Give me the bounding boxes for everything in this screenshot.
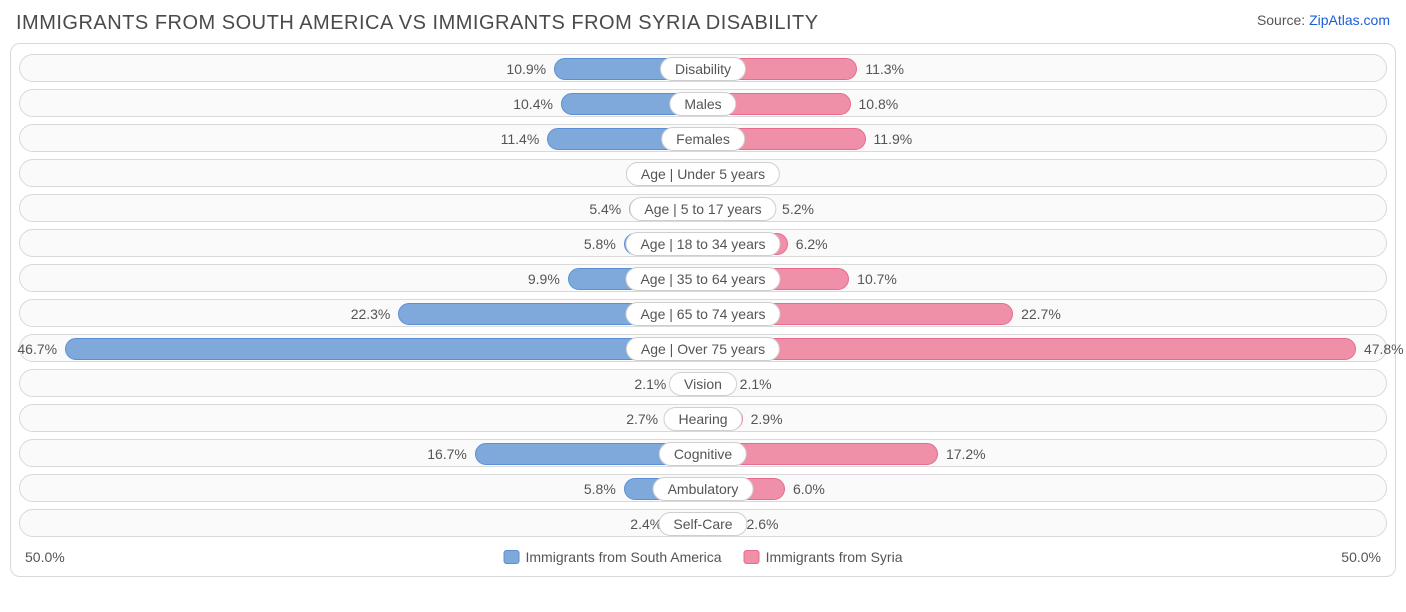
value-label-left: 5.8%: [584, 475, 624, 503]
row-right-half: 11.9%: [703, 125, 1386, 151]
chart-row: 5.8% 6.0% Ambulatory: [19, 474, 1387, 502]
row-right-half: 17.2%: [703, 440, 1386, 466]
row-right-half: 6.0%: [703, 475, 1386, 501]
row-left-half: 5.4%: [20, 195, 703, 221]
axis-max-left: 50.0%: [25, 544, 65, 570]
value-label-left: 46.7%: [17, 335, 65, 363]
value-label-right: 11.9%: [866, 125, 913, 153]
row-right-half: 2.1%: [703, 370, 1386, 396]
legend-item-left: Immigrants from South America: [504, 544, 722, 570]
chart-row: 1.2%1.1%Age | Under 5 years: [19, 159, 1387, 187]
row-left-half: 16.7%: [20, 440, 703, 466]
value-label-right: 2.1%: [732, 370, 772, 398]
value-label-right: 6.0%: [785, 475, 825, 503]
row-right-half: 1.1%: [703, 160, 1386, 186]
chart-row: 9.9% 10.7% Age | 35 to 64 years: [19, 264, 1387, 292]
row-left-half: 2.7%: [20, 405, 703, 431]
row-left-half: 5.8%: [20, 230, 703, 256]
legend-label-left: Immigrants from South America: [526, 544, 722, 570]
row-right-half: 2.6%: [703, 510, 1386, 536]
category-pill: Age | 65 to 74 years: [625, 302, 780, 326]
row-left-half: 22.3%: [20, 300, 703, 326]
value-label-left: 16.7%: [427, 440, 475, 468]
legend-swatch-right: [744, 550, 760, 564]
chart-row: 16.7% 17.2% Cognitive: [19, 439, 1387, 467]
chart-row: 2.1% 2.1%Vision: [19, 369, 1387, 397]
value-label-left: 9.9%: [528, 265, 568, 293]
row-left-half: 5.8%: [20, 475, 703, 501]
value-label-left: 2.7%: [626, 405, 666, 433]
category-pill: Cognitive: [659, 442, 747, 466]
value-label-right: 2.9%: [743, 405, 783, 433]
diverging-bar-chart: 10.9% 11.3% Disability 10.4% 10.8% Males 11.4%…: [10, 43, 1396, 577]
value-label-right: 17.2%: [938, 440, 986, 468]
value-label-left: 11.4%: [501, 125, 548, 153]
value-label-right: 6.2%: [788, 230, 828, 258]
axis-max-right: 50.0%: [1341, 544, 1381, 570]
category-pill: Disability: [660, 57, 746, 81]
row-left-half: 1.2%: [20, 160, 703, 186]
row-right-half: 5.2%: [703, 195, 1386, 221]
value-label-right: 22.7%: [1013, 300, 1061, 328]
row-right-half: 10.7%: [703, 265, 1386, 291]
row-right-half: 47.8%: [703, 335, 1386, 361]
row-left-half: 2.4%: [20, 510, 703, 536]
row-left-half: 10.9%: [20, 55, 703, 81]
value-label-right: 47.8%: [1356, 335, 1404, 363]
chart-row: 2.4%2.6%Self-Care: [19, 509, 1387, 537]
value-label-right: 10.7%: [849, 265, 897, 293]
legend: Immigrants from South America Immigrants…: [504, 544, 903, 570]
value-label-left: 10.4%: [513, 90, 561, 118]
chart-row: 5.4% 5.2%Age | 5 to 17 years: [19, 194, 1387, 222]
value-label-right: 11.3%: [857, 55, 904, 83]
chart-row: 22.3% 22.7% Age | 65 to 74 years: [19, 299, 1387, 327]
value-label-left: 5.8%: [584, 230, 624, 258]
header: IMMIGRANTS FROM SOUTH AMERICA VS IMMIGRA…: [10, 8, 1396, 43]
category-pill: Age | 18 to 34 years: [625, 232, 780, 256]
category-pill: Age | 5 to 17 years: [629, 197, 776, 221]
chart-row: 10.4% 10.8% Males: [19, 89, 1387, 117]
row-right-half: 11.3%: [703, 55, 1386, 81]
chart-footer: 50.0% 50.0% Immigrants from South Americ…: [19, 544, 1387, 570]
category-pill: Ambulatory: [653, 477, 754, 501]
row-left-half: 10.4%: [20, 90, 703, 116]
chart-row: 46.7% 47.8%Age | Over 75 years: [19, 334, 1387, 362]
legend-item-right: Immigrants from Syria: [744, 544, 903, 570]
row-left-half: 9.9%: [20, 265, 703, 291]
category-pill: Vision: [669, 372, 737, 396]
value-label-left: 10.9%: [506, 55, 554, 83]
category-pill: Self-Care: [658, 512, 747, 536]
row-right-half: 10.8%: [703, 90, 1386, 116]
chart-row: 5.8% 6.2% Age | 18 to 34 years: [19, 229, 1387, 257]
category-pill: Females: [661, 127, 745, 151]
row-right-half: 2.9%: [703, 405, 1386, 431]
row-left-half: 2.1%: [20, 370, 703, 396]
rows-container: 10.9% 11.3% Disability 10.4% 10.8% Males 11.4%…: [19, 54, 1387, 537]
bar-left: [65, 338, 703, 360]
category-pill: Age | 35 to 64 years: [625, 267, 780, 291]
row-right-half: 22.7%: [703, 300, 1386, 326]
value-label-left: 22.3%: [351, 300, 399, 328]
chart-row: 11.4% 11.9% Females: [19, 124, 1387, 152]
page-root: IMMIGRANTS FROM SOUTH AMERICA VS IMMIGRA…: [0, 0, 1406, 587]
legend-swatch-left: [504, 550, 520, 564]
category-pill: Age | Under 5 years: [626, 162, 780, 186]
source-link[interactable]: ZipAtlas.com: [1309, 12, 1390, 28]
chart-row: 2.7% 2.9%Hearing: [19, 404, 1387, 432]
row-left-half: 46.7%: [20, 335, 703, 361]
category-pill: Males: [669, 92, 736, 116]
value-label-right: 10.8%: [851, 90, 899, 118]
bar-right: [703, 338, 1356, 360]
value-label-right: 5.2%: [774, 195, 814, 223]
row-left-half: 11.4%: [20, 125, 703, 151]
source-attribution: Source: ZipAtlas.com: [1257, 12, 1390, 28]
category-pill: Age | Over 75 years: [626, 337, 780, 361]
chart-title: IMMIGRANTS FROM SOUTH AMERICA VS IMMIGRA…: [16, 12, 819, 35]
value-label-left: 5.4%: [589, 195, 629, 223]
row-right-half: 6.2%: [703, 230, 1386, 256]
chart-row: 10.9% 11.3% Disability: [19, 54, 1387, 82]
source-prefix: Source:: [1257, 12, 1309, 28]
category-pill: Hearing: [663, 407, 742, 431]
legend-label-right: Immigrants from Syria: [766, 544, 903, 570]
